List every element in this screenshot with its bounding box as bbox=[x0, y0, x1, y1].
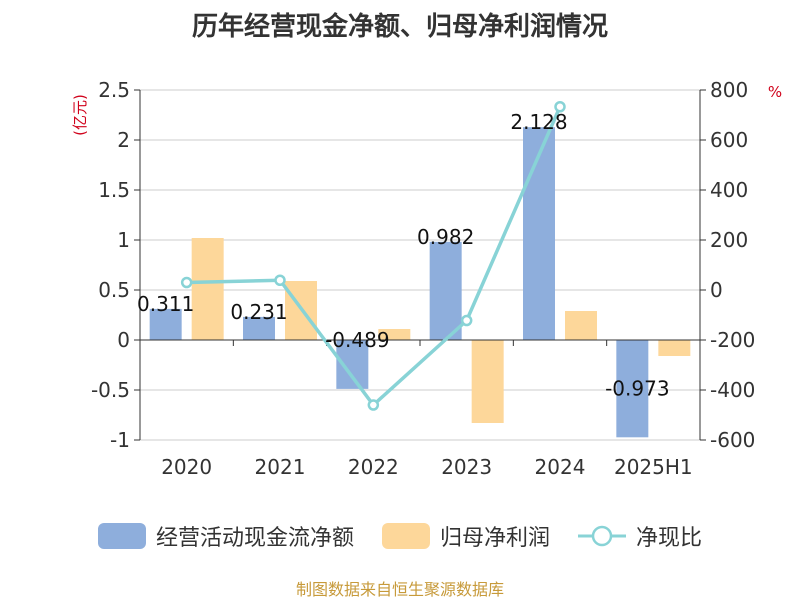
right-tick-label: -200 bbox=[710, 328, 755, 352]
left-tick-label: -1 bbox=[110, 428, 130, 452]
left-tick-label: 0 bbox=[117, 328, 130, 352]
data-label-cashflow: 0.311 bbox=[137, 292, 194, 316]
ratio-point bbox=[180, 276, 193, 289]
legend-item-ratio[interactable]: 净现比 bbox=[578, 520, 702, 552]
bar-cashflow bbox=[523, 127, 555, 340]
data-label-cashflow: -0.973 bbox=[605, 376, 669, 400]
data-label-cashflow: 2.128 bbox=[510, 110, 567, 134]
data-labels: 0.311 0.231 -0.489 0.982 2.128 -0.973 bbox=[137, 110, 670, 400]
x-tick-label: 2020 bbox=[161, 455, 212, 479]
ratio-line-path bbox=[186, 106, 562, 408]
bar-cashflow bbox=[243, 316, 275, 340]
bar-cashflow bbox=[429, 241, 462, 340]
data-label-cashflow: 0.982 bbox=[417, 225, 474, 249]
left-tick-label: 2.5 bbox=[98, 78, 130, 102]
chart-title: 历年经营现金净额、归母净利润情况 bbox=[191, 12, 608, 42]
ratio-point bbox=[554, 101, 566, 113]
legend-swatch-cashflow bbox=[97, 523, 146, 549]
bar-net-profit bbox=[471, 340, 504, 423]
legend-label-net-profit: 归母净利润 bbox=[439, 526, 550, 551]
right-tick-label: -600 bbox=[710, 428, 755, 452]
left-axis-unit: (亿元) bbox=[71, 94, 89, 136]
legend-label-cashflow: 经营活动现金流净额 bbox=[155, 526, 354, 551]
left-tick-label: 0.5 bbox=[98, 278, 130, 302]
bar-net-profit bbox=[191, 238, 224, 340]
bar-cashflow bbox=[149, 308, 182, 340]
x-tick-label: 2022 bbox=[348, 455, 399, 479]
data-label-cashflow: 0.231 bbox=[230, 300, 287, 324]
right-tick-label: 800 bbox=[710, 78, 748, 102]
x-tick-label: 2023 bbox=[441, 455, 492, 479]
ratio-line bbox=[180, 101, 566, 411]
x-tick-label: 2021 bbox=[255, 455, 306, 479]
left-tick-label: 1 bbox=[117, 228, 130, 252]
right-tick-label: 400 bbox=[710, 178, 748, 202]
right-tick-label: 0 bbox=[710, 278, 723, 302]
x-tick-label: 2025H1 bbox=[614, 455, 693, 479]
ratio-point bbox=[460, 314, 473, 327]
left-tick-label: 1.5 bbox=[98, 178, 130, 202]
ratio-point bbox=[274, 274, 286, 286]
bar-net-profit bbox=[378, 329, 411, 340]
left-tick-label: 2 bbox=[117, 128, 130, 152]
bars bbox=[149, 127, 691, 438]
left-tick-label: -0.5 bbox=[91, 378, 130, 402]
axes: 2.5 2 1.5 1 0.5 0 -0.5 -1 800 600 400 200 0 -200 -400 -… bbox=[91, 78, 755, 479]
legend: 经营活动现金流净额 归母净利润 净现比 bbox=[0, 518, 800, 554]
legend-label-ratio: 净现比 bbox=[636, 526, 703, 551]
right-tick-label: 600 bbox=[710, 128, 748, 152]
right-tick-label: 200 bbox=[710, 228, 748, 252]
right-axis-unit: % bbox=[768, 83, 782, 101]
legend-swatch-ratio bbox=[578, 525, 626, 547]
ratio-point bbox=[367, 399, 380, 411]
x-tick-label: 2024 bbox=[535, 455, 586, 479]
bar-cashflow bbox=[616, 340, 649, 438]
right-tick-label: -400 bbox=[710, 378, 755, 402]
legend-swatch-net-profit bbox=[381, 523, 430, 549]
data-source-note: 制图数据来自恒生聚源数据库 bbox=[295, 580, 504, 599]
bar-net-profit bbox=[565, 311, 597, 340]
legend-item-cashflow[interactable]: 经营活动现金流净额 bbox=[97, 520, 354, 552]
bar-net-profit bbox=[658, 340, 691, 356]
legend-item-net-profit[interactable]: 归母净利润 bbox=[381, 520, 550, 552]
data-label-cashflow: -0.489 bbox=[325, 328, 389, 352]
